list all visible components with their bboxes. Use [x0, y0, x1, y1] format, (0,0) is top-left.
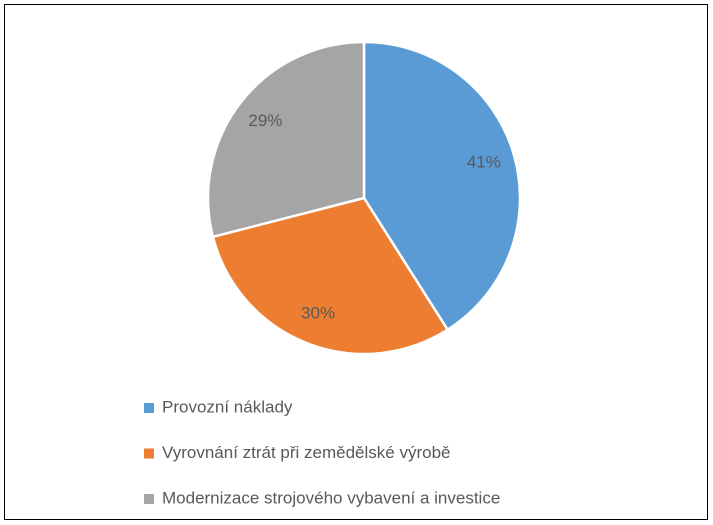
legend-label: Modernizace strojového vybavení a invest… [162, 488, 500, 507]
data-label: 30% [301, 304, 335, 323]
data-label: 41% [467, 153, 501, 172]
legend-label: Provozní náklady [162, 397, 293, 416]
pie-slice [211, 196, 450, 356]
legend-swatch [144, 403, 154, 413]
legend-label: Vyrovnání ztrát při zemědělské výrobě [162, 443, 451, 462]
data-label: 29% [248, 111, 282, 130]
pie-slice [206, 40, 366, 239]
legend-swatch [144, 494, 154, 504]
legend-swatch [144, 448, 154, 459]
